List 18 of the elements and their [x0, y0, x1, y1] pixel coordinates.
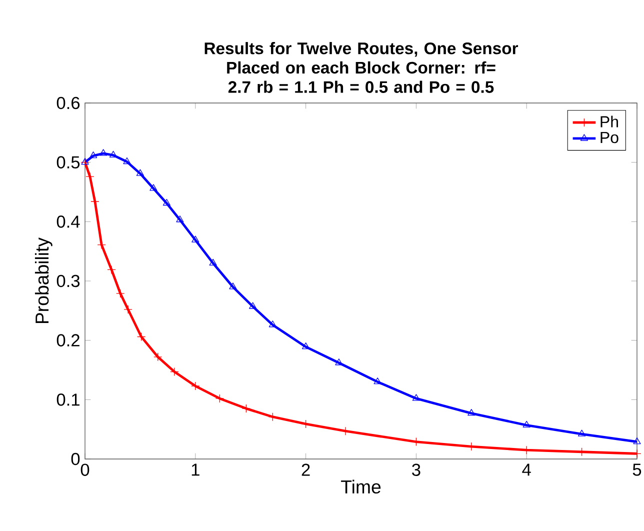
x-tick-label: 0	[80, 464, 90, 476]
y-axis-title: Probability	[34, 237, 52, 324]
x-axis-title: Time	[341, 480, 381, 494]
x-tick-label: 2	[302, 464, 310, 476]
y-tick-label: 0.1	[56, 394, 80, 406]
y-tick-label: 0.5	[56, 156, 80, 168]
x-tick-label: 4	[522, 464, 531, 476]
x-tick-label: 3	[412, 464, 420, 476]
y-tick-label: 0.6	[56, 96, 80, 110]
chart-title: Results for Twelve Routes, One Sensor Placed on each Block Corner: rf= 2.7 rb = 1.1 Ph = 0.5 and Po = 0.5	[204, 42, 518, 93]
y-tick-label: 0	[71, 452, 80, 466]
y-tick-label: 0.3	[56, 274, 80, 288]
y-tick-label: 0.2	[56, 334, 80, 346]
x-tick-label: 1	[192, 464, 200, 476]
legend-label: Ph	[600, 116, 618, 128]
legend-label: Po	[600, 132, 618, 144]
y-tick-label: 0.4	[56, 216, 80, 228]
x-tick-label: 5	[632, 464, 642, 476]
